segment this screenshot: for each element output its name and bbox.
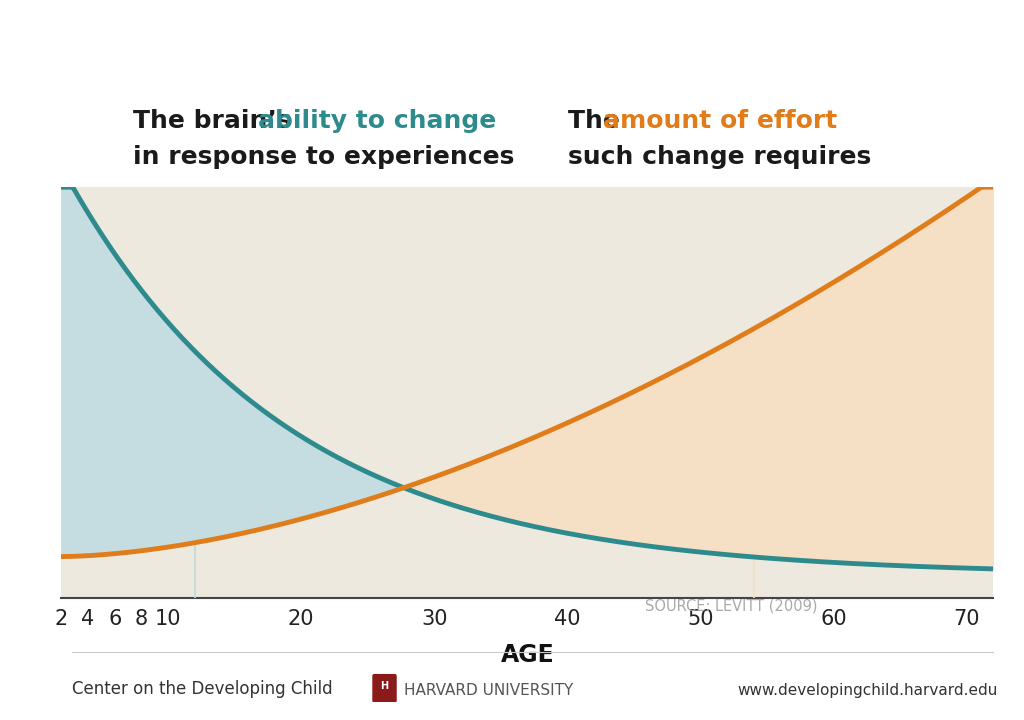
Text: The brain’s: The brain’s (133, 109, 300, 133)
Text: amount of effort: amount of effort (603, 109, 838, 133)
FancyBboxPatch shape (373, 675, 396, 702)
Text: in response to experiences: in response to experiences (133, 145, 514, 169)
Text: The: The (568, 109, 629, 133)
Text: www.developingchild.harvard.edu: www.developingchild.harvard.edu (737, 683, 997, 698)
Text: Center on the Developing Child: Center on the Developing Child (72, 680, 333, 698)
Text: H: H (381, 681, 388, 691)
Text: SOURCE: LEVITT (2009): SOURCE: LEVITT (2009) (645, 598, 817, 613)
X-axis label: AGE: AGE (501, 642, 554, 667)
Text: HARVARD UNIVERSITY: HARVARD UNIVERSITY (404, 683, 573, 698)
Text: ability to change: ability to change (258, 109, 497, 133)
Text: such change requires: such change requires (568, 145, 871, 169)
